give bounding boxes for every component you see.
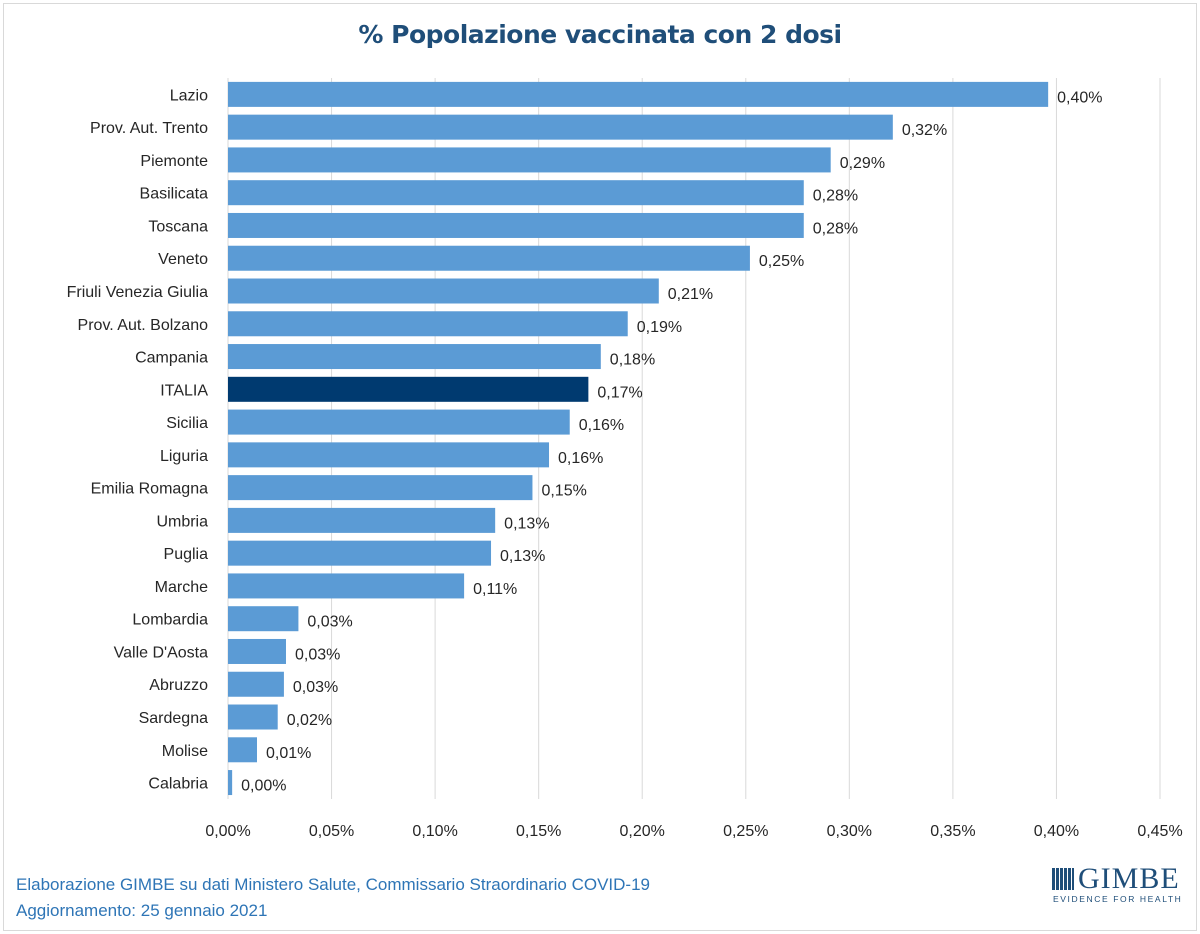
bar-abruzzo [228, 671, 284, 697]
bar-emilia-romagna [228, 475, 533, 501]
logo-grid-icon [1052, 868, 1074, 890]
data-label: 0,17% [597, 384, 642, 401]
x-tick-label: 0,00% [205, 823, 250, 840]
x-tick-label: 0,15% [516, 823, 561, 840]
data-label: 0,02% [287, 712, 332, 729]
bar-lombardia [228, 606, 299, 632]
bar-liguria [228, 442, 550, 468]
data-label: 0,03% [307, 614, 352, 631]
x-tick-label: 0,25% [723, 823, 768, 840]
category-label: Basilicata [140, 186, 209, 203]
data-label: 0,28% [813, 220, 858, 237]
bar-valle-d-aosta [228, 638, 286, 664]
category-label: Lombardia [132, 612, 208, 629]
data-label: 0,16% [579, 417, 624, 434]
category-label: Sicilia [166, 415, 208, 432]
footer-source: Elaborazione GIMBE su dati Ministero Sal… [16, 875, 650, 894]
x-tick-label: 0,35% [930, 823, 975, 840]
category-label: Veneto [158, 251, 208, 268]
bar-basilicata [228, 180, 804, 206]
bar-umbria [228, 507, 496, 533]
bar-prov-aut-bolzano [228, 311, 628, 337]
data-label: 0,03% [293, 679, 338, 696]
bar-italia [228, 376, 589, 402]
data-label: 0,15% [541, 483, 586, 500]
data-label: 0,25% [759, 253, 804, 270]
bar-puglia [228, 540, 492, 566]
data-label: 0,16% [558, 450, 603, 467]
bar-toscana [228, 212, 804, 238]
logo-tagline: EVIDENCE FOR HEALTH [1053, 894, 1183, 904]
category-label: Sardegna [139, 710, 208, 727]
data-label: 0,32% [902, 122, 947, 139]
category-label: Friuli Venezia Giulia [67, 284, 209, 301]
bar-sicilia [228, 409, 570, 435]
x-tick-label: 0,30% [827, 823, 872, 840]
data-label: 0,13% [500, 548, 545, 565]
category-label: Puglia [164, 546, 209, 563]
category-label: Prov. Aut. Bolzano [78, 317, 209, 334]
category-label: Piemonte [140, 153, 208, 170]
bar-friuli-venezia-giulia [228, 278, 659, 304]
data-label: 0,18% [610, 352, 655, 369]
category-label: Lazio [170, 87, 208, 104]
chart-title: % Popolazione vaccinata con 2 dosi [358, 20, 842, 49]
category-label: Valle D'Aosta [114, 644, 208, 661]
bar-veneto [228, 245, 750, 271]
data-label: 0,01% [266, 745, 311, 762]
category-label: Toscana [148, 218, 208, 235]
data-label: 0,11% [473, 581, 517, 598]
logo-text: GIMBE [1078, 862, 1180, 895]
bar-marche [228, 573, 465, 599]
data-label: 0,03% [295, 646, 340, 663]
data-label: 0,28% [813, 188, 858, 205]
chart-border [3, 3, 1197, 931]
x-tick-label: 0,45% [1137, 823, 1182, 840]
bar-piemonte [228, 147, 831, 173]
category-label: Emilia Romagna [91, 481, 208, 498]
x-tick-label: 0,05% [309, 823, 354, 840]
x-tick-label: 0,20% [620, 823, 665, 840]
data-label: 0,40% [1057, 89, 1102, 106]
bar-sardegna [228, 704, 278, 730]
x-tick-label: 0,10% [412, 823, 457, 840]
category-label: Molise [162, 743, 208, 760]
data-label: 0,19% [637, 319, 682, 336]
category-label: Marche [155, 579, 208, 596]
x-tick-label: 0,40% [1034, 823, 1079, 840]
category-label: Campania [135, 350, 208, 367]
category-label: Calabria [148, 776, 208, 793]
category-label: Umbria [156, 513, 208, 530]
data-label: 0,29% [840, 155, 885, 172]
bar-campania [228, 344, 601, 370]
category-label: Liguria [160, 448, 208, 465]
bar-calabria [228, 770, 233, 796]
data-label: 0,21% [668, 286, 713, 303]
category-label: Abruzzo [149, 677, 208, 694]
bar-prov-aut-trento [228, 114, 893, 140]
footer-updated: Aggiornamento: 25 gennaio 2021 [16, 901, 268, 920]
data-label: 0,00% [241, 778, 286, 795]
bar-molise [228, 737, 257, 763]
category-label: ITALIA [160, 382, 208, 399]
bar-lazio [228, 81, 1049, 107]
data-label: 0,13% [504, 515, 549, 532]
category-label: Prov. Aut. Trento [90, 120, 208, 137]
